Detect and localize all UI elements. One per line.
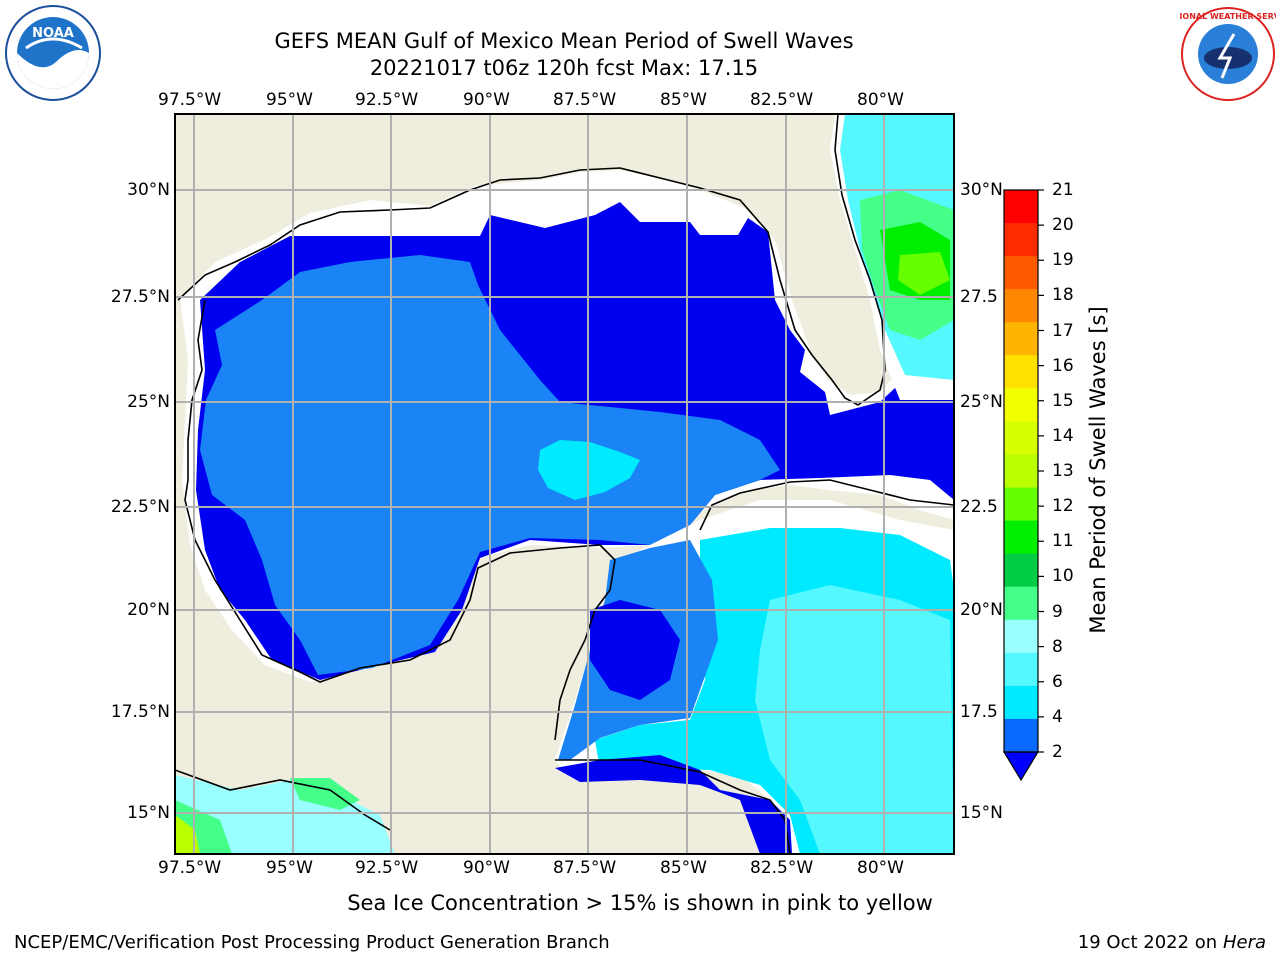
coastline-central-america (175, 759, 791, 854)
lon-label-bottom: 85°W (660, 858, 707, 878)
caribbean-dark (590, 600, 680, 700)
lon-label-top: 92.5°W (355, 90, 419, 110)
lon-label-top: 85°W (660, 90, 707, 110)
colorbar-tick-label: 14 (1052, 425, 1074, 446)
colorbar-segment (1004, 355, 1038, 389)
colorbar (1002, 189, 1044, 782)
noaa-logo-text: NOAA (32, 26, 74, 41)
lat-label-right: 17.5 (960, 702, 998, 722)
atlantic-yellowgreen (898, 252, 950, 295)
lon-label-top: 97.5°W (158, 90, 222, 110)
chart-subtitle: 20221017 t06z 120h fcst Max: 17.15 (369, 56, 759, 80)
lat-label-left: 27.5°N (110, 287, 170, 307)
colorbar-segment (1004, 388, 1038, 422)
chart-title: GEFS MEAN Gulf of Mexico Mean Period of … (274, 29, 854, 53)
lon-label-bottom: 82.5°W (750, 858, 814, 878)
colorbar-tick-label: 13 (1052, 461, 1074, 481)
colorbar-tick-label: 9 (1052, 601, 1063, 622)
noaa-logo: NOAA (4, 4, 102, 102)
lon-label-top: 82.5°W (750, 90, 814, 110)
colorbar-tick-label: 20 (1052, 215, 1074, 236)
colorbar-tick-label: 21 (1052, 180, 1074, 200)
nws-logo: NATIONAL WEATHER SERVICE (1162, 6, 1280, 102)
lat-label-right: 20°N (960, 600, 1003, 620)
lon-label-bottom: 97.5°W (158, 858, 222, 878)
caribbean-light (755, 585, 954, 854)
colorbar-tick-label: 10 (1052, 566, 1074, 587)
colorbar-tick-label: 17 (1052, 320, 1074, 341)
colorbar-segment (1004, 421, 1038, 455)
lon-label-bottom: 90°W (463, 858, 510, 878)
colorbar-tick-label: 12 (1052, 496, 1074, 517)
colorbar-tick-label: 18 (1052, 285, 1074, 306)
lon-label-top: 90°W (463, 90, 510, 110)
lat-label-left: 22.5°N (110, 497, 170, 517)
colorbar-tick-label: 2 (1052, 742, 1063, 762)
pacific-cyan (175, 775, 395, 854)
lon-label-top: 80°W (857, 90, 904, 110)
coastline-mexico (184, 299, 616, 741)
sea-ice-text: Sea Ice Concentration > 15% is shown in … (347, 891, 933, 915)
lon-label-top: 87.5°W (553, 90, 617, 110)
date-text: 19 Oct 2022 on (1077, 932, 1223, 953)
colorbar-segment (1004, 586, 1038, 621)
lon-label-bottom: 80°W (857, 858, 904, 878)
lon-label-top: 95°W (266, 90, 313, 110)
colorbar-segment (1004, 520, 1038, 555)
lat-label-left: 20°N (127, 600, 170, 620)
coastline-gulf (177, 114, 886, 406)
caribbean-dark-south (555, 755, 792, 854)
graticule (175, 114, 954, 854)
colorbar-segment (1004, 619, 1038, 654)
colorbar-segment (1004, 190, 1038, 224)
colorbar-segment (1004, 322, 1038, 356)
colorbar-segment (1004, 454, 1038, 489)
date-stamp: 19 Oct 2022 on Hera (1078, 932, 1266, 953)
colorbar-segment (1004, 487, 1038, 522)
sea-ice-note: Sea Ice Concentration > 15% is shown in … (0, 891, 1280, 915)
map-area (175, 114, 954, 854)
colorbar-tick-label: 4 (1052, 706, 1063, 727)
colorbar-segment (1004, 256, 1038, 290)
colorbar-segment (1004, 223, 1038, 257)
map-frame (174, 113, 955, 855)
colorbar-tick-label: 6 (1052, 671, 1063, 692)
colorbar-tick-label: 8 (1052, 636, 1063, 657)
colorbar-extend-arrow (1002, 751, 1040, 782)
lat-label-left: 15°N (127, 803, 170, 823)
lat-label-right: 27.5 (960, 287, 998, 307)
colorbar-segment (1004, 718, 1038, 753)
lon-label-bottom: 92.5°W (355, 858, 419, 878)
colorbar-tick-label: 11 (1052, 531, 1074, 552)
lon-label-bottom: 95°W (266, 858, 313, 878)
colorbar-tick-label: 16 (1052, 355, 1074, 376)
nws-logo-text: NATIONAL WEATHER SERVICE (1180, 12, 1276, 21)
colorbar-segment (1004, 685, 1038, 720)
credit-text: NCEP/EMC/Verification Post Processing Pr… (14, 932, 610, 953)
lat-label-left: 30°N (127, 180, 170, 200)
colorbar-label: Mean Period of Swell Waves [s] (1086, 306, 1110, 634)
lat-label-left: 25°N (127, 392, 170, 412)
host-name: Hera (1222, 932, 1266, 953)
lat-label-left: 17.5°N (110, 702, 170, 722)
colorbar-tick-label: 15 (1052, 390, 1074, 411)
colorbar-segment (1004, 289, 1038, 323)
colorbar-segment (1004, 652, 1038, 687)
lon-label-bottom: 87.5°W (553, 858, 617, 878)
colorbar-segment (1004, 553, 1038, 588)
lat-label-right: 22.5 (960, 497, 998, 517)
lat-label-right: 15°N (960, 803, 1003, 823)
lat-label-right: 30°N (960, 180, 1003, 200)
colorbar-tick-label: 19 (1052, 250, 1074, 271)
coastline-cuba (699, 479, 954, 531)
lat-label-right: 25°N (960, 392, 1003, 412)
